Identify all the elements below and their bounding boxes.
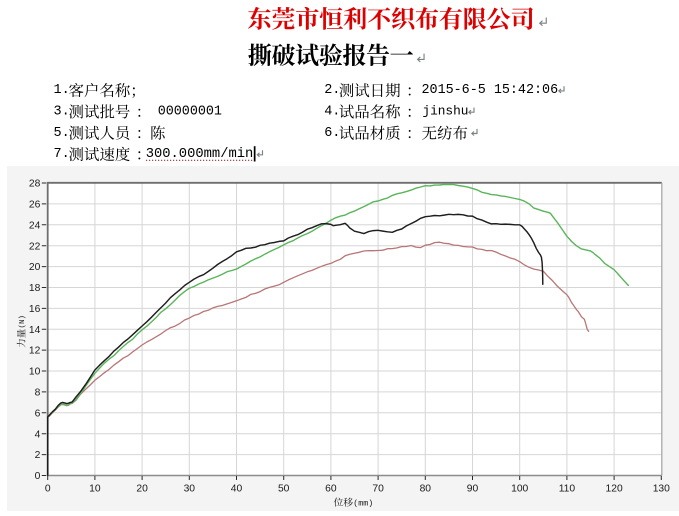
svg-text:90: 90 — [467, 484, 479, 495]
svg-text:28: 28 — [29, 179, 41, 190]
svg-text:6.: 6. — [324, 126, 340, 141]
svg-text:0: 0 — [35, 471, 41, 482]
svg-text:3.: 3. — [54, 105, 70, 120]
svg-text:130: 130 — [653, 484, 670, 495]
svg-text:10: 10 — [89, 484, 101, 495]
svg-text:70: 70 — [372, 484, 384, 495]
svg-text:14: 14 — [29, 325, 41, 336]
svg-text:4: 4 — [35, 429, 41, 440]
svg-text:00000001: 00000001 — [158, 105, 222, 120]
svg-text:2: 2 — [35, 450, 41, 461]
svg-text:16: 16 — [29, 304, 41, 315]
svg-text:120: 120 — [606, 484, 623, 495]
svg-text:12: 12 — [29, 346, 41, 357]
svg-text:8: 8 — [35, 388, 41, 399]
svg-text:80: 80 — [420, 484, 432, 495]
svg-text:(mm): (mm) — [353, 498, 373, 508]
svg-text:24: 24 — [29, 220, 41, 231]
svg-text:40: 40 — [231, 484, 243, 495]
svg-text:4.: 4. — [324, 105, 340, 120]
svg-text:10: 10 — [29, 367, 41, 378]
svg-text:7.: 7. — [54, 147, 70, 162]
svg-text:60: 60 — [325, 484, 337, 495]
svg-text:1.: 1. — [54, 83, 70, 98]
svg-text:100: 100 — [511, 484, 528, 495]
svg-text:30: 30 — [184, 484, 196, 495]
svg-text:2.: 2. — [324, 83, 340, 98]
svg-text:22: 22 — [29, 241, 41, 252]
svg-text:50: 50 — [278, 484, 290, 495]
svg-text:18: 18 — [29, 283, 41, 294]
svg-text:300.000mm/min: 300.000mm/min — [146, 146, 254, 162]
svg-text:2015-6-5 15:42:06: 2015-6-5 15:42:06 — [422, 83, 559, 98]
svg-text:26: 26 — [29, 200, 41, 211]
svg-text:110: 110 — [559, 484, 576, 495]
svg-text:0: 0 — [45, 484, 51, 495]
svg-text:20: 20 — [29, 262, 41, 273]
svg-text:20: 20 — [136, 484, 148, 495]
svg-text:5.: 5. — [54, 126, 70, 141]
svg-text:jinshu: jinshu — [422, 104, 468, 119]
svg-text:6: 6 — [35, 408, 41, 419]
svg-text:(N): (N) — [19, 315, 27, 329]
